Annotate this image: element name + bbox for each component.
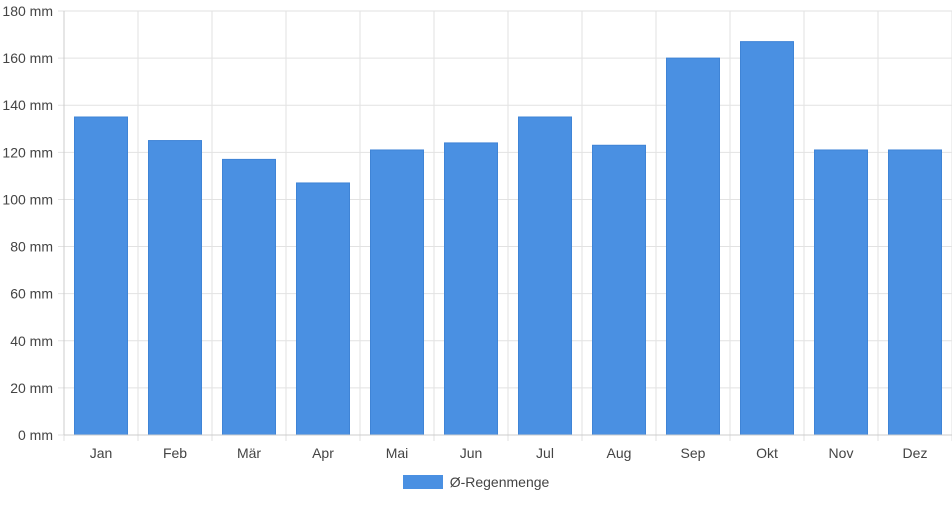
y-tick-label: 0 mm: [18, 427, 53, 443]
bar-mai[interactable]: [370, 149, 424, 436]
x-tick-label: Aug: [607, 445, 632, 461]
y-tick-label: 160 mm: [2, 50, 53, 66]
bar-apr[interactable]: [296, 182, 350, 436]
y-tick-label: 180 mm: [2, 3, 53, 19]
tick-labels: 0 mm 20 mm 40 mm 60 mm 80 mm 100 mm 120 mm 140 …: [2, 3, 927, 461]
y-tick-label: 60 mm: [10, 286, 53, 302]
bar-nov[interactable]: [814, 149, 868, 436]
bar-jun[interactable]: [444, 142, 498, 436]
legend-label: Ø-Regenmenge: [449, 474, 550, 490]
x-tick-label: Mär: [237, 445, 261, 461]
bar-okt[interactable]: [740, 41, 794, 436]
bar-jan[interactable]: [74, 116, 128, 436]
x-tick-label: Jun: [460, 445, 483, 461]
bar-feb[interactable]: [148, 140, 202, 436]
y-tick-label: 120 mm: [2, 144, 53, 160]
y-tick-label: 80 mm: [10, 239, 53, 255]
x-tick-label: Okt: [756, 445, 778, 461]
x-tick-label: Jan: [90, 445, 113, 461]
x-tick-label: Apr: [312, 445, 334, 461]
chart-legend[interactable]: Ø-Regenmenge: [0, 472, 952, 492]
bars: [74, 41, 942, 436]
x-tick-label: Nov: [829, 445, 854, 461]
bar-mär[interactable]: [222, 158, 276, 436]
y-tick-label: 100 mm: [2, 191, 53, 207]
y-tick-label: 40 mm: [10, 333, 53, 349]
x-tick-label: Sep: [681, 445, 706, 461]
x-tick-label: Mai: [386, 445, 409, 461]
bar-aug[interactable]: [592, 144, 646, 436]
y-tick-label: 20 mm: [10, 380, 53, 396]
bar-sep[interactable]: [666, 57, 720, 436]
x-tick-label: Feb: [163, 445, 187, 461]
axes: [63, 11, 952, 436]
legend-swatch: [402, 475, 443, 489]
x-tick-label: Dez: [903, 445, 928, 461]
y-tick-label: 140 mm: [2, 97, 53, 113]
x-tick-label: Jul: [536, 445, 554, 461]
bar-dez[interactable]: [888, 149, 942, 436]
bar-jul[interactable]: [518, 116, 572, 436]
